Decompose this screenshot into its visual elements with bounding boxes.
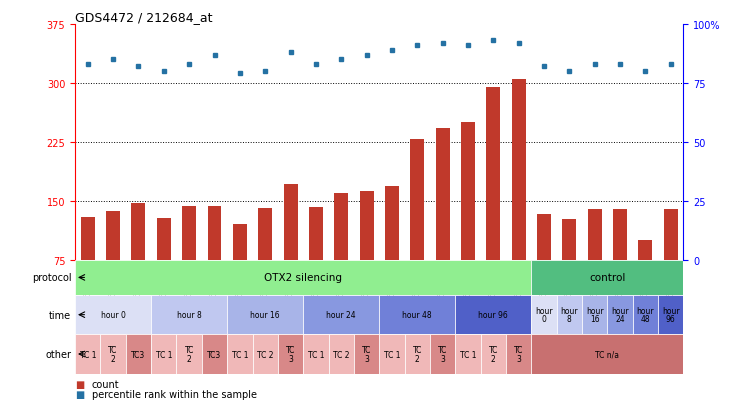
Bar <box>81 217 95 319</box>
Bar <box>562 219 576 319</box>
Bar <box>131 204 146 319</box>
Text: hour
16: hour 16 <box>586 306 604 323</box>
Bar <box>379 335 405 374</box>
Text: hour
48: hour 48 <box>637 306 654 323</box>
Bar <box>106 211 120 319</box>
Text: TC 2: TC 2 <box>333 350 349 358</box>
Bar <box>608 295 632 335</box>
Bar <box>405 335 430 374</box>
Bar <box>385 186 399 319</box>
Bar <box>75 260 532 295</box>
Text: hour 0: hour 0 <box>101 311 125 319</box>
Text: hour 24: hour 24 <box>327 311 356 319</box>
Text: TC
3: TC 3 <box>286 346 295 363</box>
Bar <box>303 335 329 374</box>
Bar <box>303 295 379 335</box>
Bar <box>182 207 196 319</box>
Bar <box>202 335 228 374</box>
Text: hour 96: hour 96 <box>478 311 508 319</box>
Bar <box>506 335 532 374</box>
Bar <box>537 215 551 319</box>
Text: ■: ■ <box>75 379 84 389</box>
Text: percentile rank within the sample: percentile rank within the sample <box>92 389 257 399</box>
Text: OTX2 silencing: OTX2 silencing <box>264 273 342 283</box>
Bar <box>511 80 526 319</box>
Text: protocol: protocol <box>32 273 71 283</box>
Text: hour 16: hour 16 <box>250 311 280 319</box>
Text: ■: ■ <box>75 389 84 399</box>
Bar <box>632 295 658 335</box>
Text: hour
0: hour 0 <box>535 306 553 323</box>
Bar <box>278 335 303 374</box>
Bar <box>75 335 101 374</box>
Bar <box>481 335 506 374</box>
Text: hour 48: hour 48 <box>403 311 432 319</box>
Text: TC
3: TC 3 <box>362 346 371 363</box>
Bar <box>252 335 278 374</box>
Text: hour
96: hour 96 <box>662 306 680 323</box>
Bar <box>228 295 303 335</box>
Bar <box>532 335 683 374</box>
Text: TC
2: TC 2 <box>108 346 118 363</box>
Bar <box>556 295 582 335</box>
Text: TC
2: TC 2 <box>489 346 498 363</box>
Bar <box>487 88 500 319</box>
Bar <box>532 260 683 295</box>
Bar <box>309 208 323 319</box>
Bar <box>532 295 556 335</box>
Bar <box>126 335 151 374</box>
Bar <box>75 295 151 335</box>
Bar <box>207 207 222 319</box>
Bar <box>461 123 475 319</box>
Text: TC 1: TC 1 <box>80 350 96 358</box>
Bar <box>284 184 297 319</box>
Bar <box>151 335 176 374</box>
Text: TC 2: TC 2 <box>257 350 273 358</box>
Bar <box>157 218 170 319</box>
Text: count: count <box>92 379 119 389</box>
Bar <box>613 209 627 319</box>
Bar <box>410 140 424 319</box>
Text: TC
2: TC 2 <box>185 346 194 363</box>
Bar <box>588 209 602 319</box>
Text: TC
3: TC 3 <box>438 346 448 363</box>
Text: TC
2: TC 2 <box>412 346 422 363</box>
Text: TC 1: TC 1 <box>231 350 248 358</box>
Text: TC3: TC3 <box>131 350 146 358</box>
Text: TC 1: TC 1 <box>384 350 400 358</box>
Bar <box>430 335 455 374</box>
Text: time: time <box>50 310 71 320</box>
Bar <box>455 295 532 335</box>
Bar <box>101 335 126 374</box>
Bar <box>176 335 202 374</box>
Text: hour
24: hour 24 <box>611 306 629 323</box>
Text: GDS4472 / 212684_at: GDS4472 / 212684_at <box>75 11 213 24</box>
Bar <box>233 225 247 319</box>
Bar <box>334 193 348 319</box>
Bar <box>664 209 677 319</box>
Text: TC
3: TC 3 <box>514 346 523 363</box>
Text: other: other <box>45 349 71 359</box>
Text: TC 1: TC 1 <box>460 350 476 358</box>
Text: TC 1: TC 1 <box>155 350 172 358</box>
Bar <box>379 295 455 335</box>
Text: TC3: TC3 <box>207 350 222 358</box>
Bar <box>354 335 379 374</box>
Text: hour
8: hour 8 <box>560 306 578 323</box>
Bar <box>329 335 354 374</box>
Text: hour 8: hour 8 <box>176 311 201 319</box>
Bar <box>360 191 373 319</box>
Bar <box>658 295 683 335</box>
Text: TC 1: TC 1 <box>308 350 324 358</box>
Bar <box>582 295 608 335</box>
Bar <box>436 128 450 319</box>
Text: control: control <box>590 273 626 283</box>
Bar <box>151 295 228 335</box>
Text: TC n/a: TC n/a <box>596 350 620 358</box>
Bar <box>455 335 481 374</box>
Bar <box>258 209 272 319</box>
Bar <box>638 240 653 319</box>
Bar <box>228 335 252 374</box>
